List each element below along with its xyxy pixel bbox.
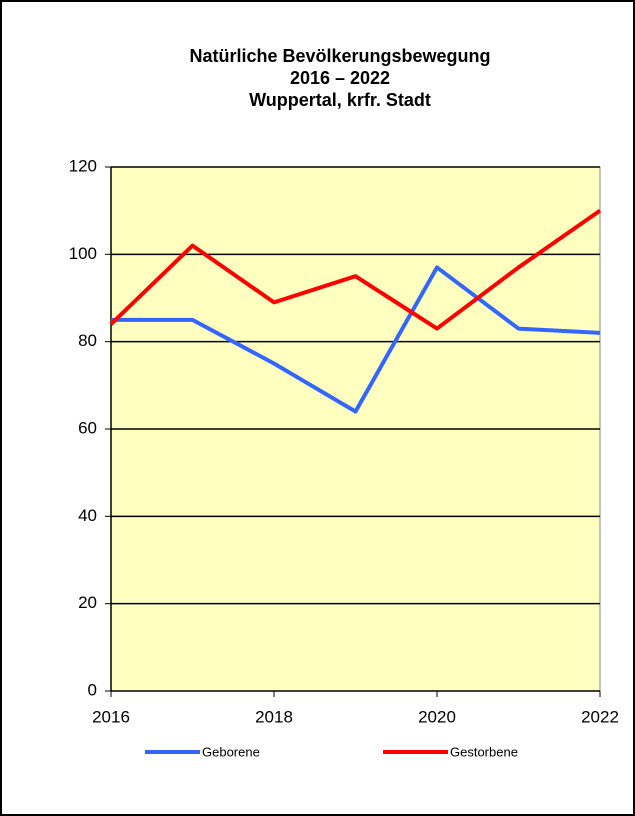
- y-tick-label: 120: [69, 156, 97, 175]
- y-tick-label: 60: [78, 418, 97, 437]
- y-tick-label: 0: [88, 680, 97, 699]
- chart-subtitle: 2016 – 2022: [290, 68, 390, 88]
- x-tick-label: 2016: [92, 707, 130, 726]
- series-line: [111, 265, 601, 414]
- y-tick-label: 20: [78, 593, 97, 612]
- y-tick-label: 40: [78, 506, 97, 525]
- x-tick-label: 2022: [581, 707, 619, 726]
- legend-label: Gestorbene: [450, 744, 518, 759]
- y-tick-label: 100: [69, 244, 97, 263]
- chart-subtitle: Wuppertal, krfr. Stadt: [249, 90, 431, 110]
- y-tick-label: 80: [78, 331, 97, 350]
- series-line: [109, 209, 602, 331]
- x-tick-label: 2020: [418, 707, 456, 726]
- legend-label: Geborene: [202, 744, 260, 759]
- x-tick-label: 2018: [255, 707, 293, 726]
- chart-title: Natürliche Bevölkerungsbewegung: [189, 46, 490, 66]
